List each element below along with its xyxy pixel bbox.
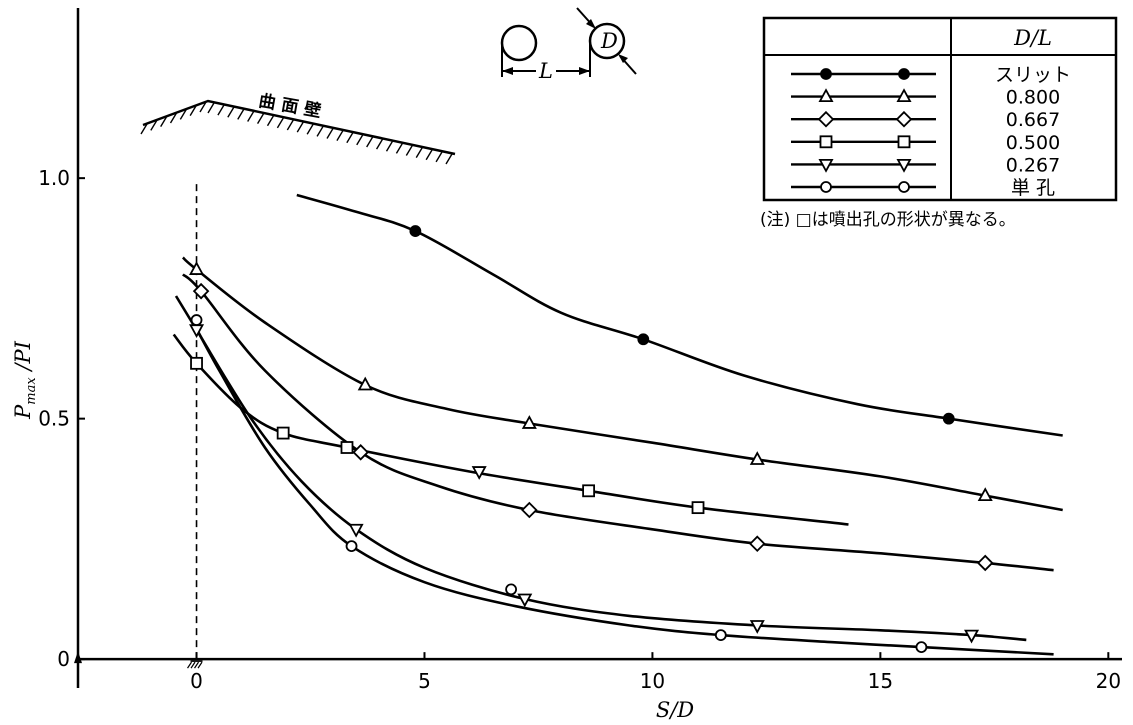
series-curve-1 [183, 258, 1063, 511]
data-point-series-5 [716, 630, 726, 640]
y-tick-label: 0 [57, 647, 70, 671]
legend-label: 単 孔 [1011, 177, 1055, 199]
data-point-series-3 [341, 442, 352, 453]
data-point-series-3 [191, 358, 202, 369]
y-tick-label: 0.5 [38, 407, 70, 431]
data-point-series-3 [583, 485, 594, 496]
legend-marker [899, 182, 909, 192]
hole-circle-left [502, 26, 536, 60]
data-point-series-2 [978, 556, 992, 570]
x-tick-label: 10 [640, 669, 665, 693]
legend-header: D/L [1013, 26, 1052, 50]
pitch-label: L [538, 59, 553, 83]
x-tick-label: 0 [190, 669, 203, 693]
x-tick-label: 15 [868, 669, 893, 693]
pitch-arrowhead-right [579, 67, 590, 75]
x-axis-origin-arrow [74, 651, 82, 663]
series-curve-5 [192, 320, 1054, 654]
data-point-series-3 [278, 428, 289, 439]
legend-frame [764, 18, 1116, 200]
data-point-series-2 [522, 503, 536, 517]
data-point-series-5 [916, 642, 926, 652]
curved-wall-label: 曲 面 壁 [257, 90, 323, 122]
legend-marker [821, 182, 831, 192]
legend-label: 0.267 [1006, 154, 1060, 176]
data-point-series-5 [347, 541, 357, 551]
data-point-series-0 [944, 414, 954, 424]
data-point-series-0 [410, 226, 420, 236]
legend-label: スリット [995, 64, 1071, 86]
diameter-arrowhead-lower [618, 54, 628, 63]
hole-diameter-label: D [600, 29, 618, 53]
ticks: 0 5 10 15 20 0 0.5 1.0 [38, 166, 1121, 693]
legend-marker [821, 69, 831, 79]
data-point-series-5 [506, 584, 516, 594]
origin-ground-hatch [188, 661, 203, 668]
legend-label: 0.500 [1006, 132, 1060, 154]
pitch-arrowhead-left [502, 67, 513, 75]
legend-marker [821, 136, 832, 147]
legend-label: 0.800 [1006, 87, 1060, 109]
series-curve-2 [183, 274, 1054, 570]
x-axis-title: S/D [656, 698, 694, 722]
series-curve-3 [174, 335, 849, 525]
hole-schematic: D L [502, 8, 636, 83]
x-tick-label: 5 [418, 669, 431, 693]
curves [174, 195, 1063, 654]
data-point-series-5 [192, 315, 202, 325]
legend-marker [899, 136, 910, 147]
legend-marker [899, 69, 909, 79]
curved-wall-schematic: 曲 面 壁 [141, 90, 455, 164]
data-point-series-2 [750, 537, 764, 551]
data-point-series-3 [693, 502, 704, 513]
data-point-series-4 [350, 525, 362, 536]
legend-label: 0.667 [1006, 109, 1060, 131]
data-point-series-0 [638, 334, 648, 344]
x-tick-label: 20 [1096, 669, 1121, 693]
y-axis-title: Pmax /PI [11, 340, 39, 419]
legend-note: (注) □は噴出孔の形状が異なる。 [760, 210, 1016, 230]
y-tick-label: 1.0 [38, 166, 70, 190]
